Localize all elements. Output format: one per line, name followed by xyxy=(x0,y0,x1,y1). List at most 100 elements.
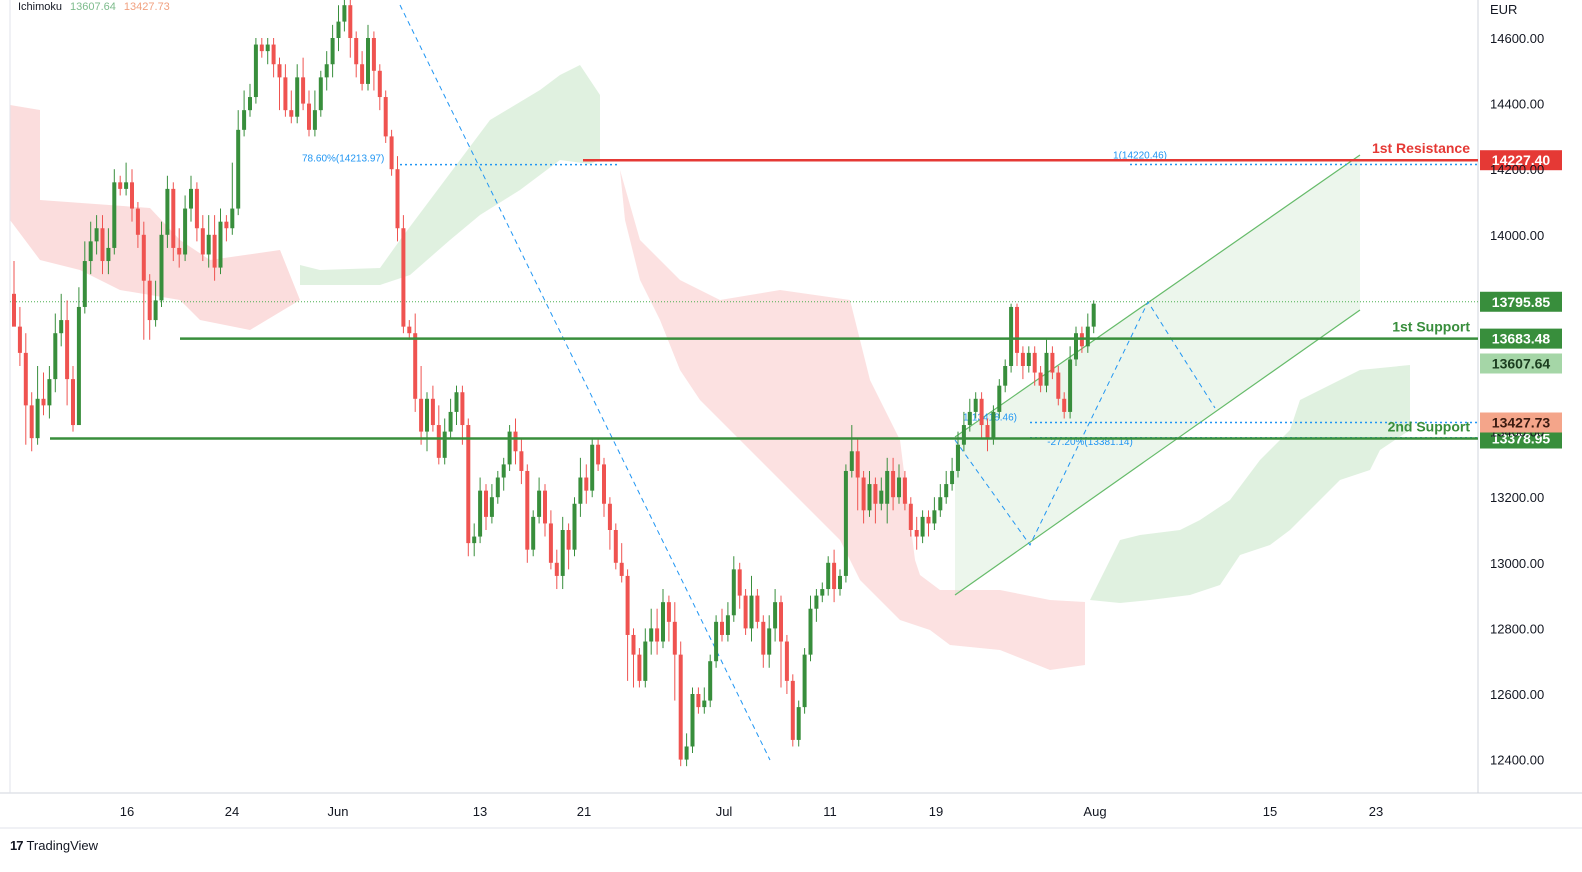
price-tick-label: 14200.00 xyxy=(1490,162,1544,177)
candle-body xyxy=(460,392,465,426)
candle-body xyxy=(35,398,40,439)
price-tag xyxy=(1480,412,1562,433)
level-label: 1st Resistance xyxy=(1372,140,1470,156)
candle-body xyxy=(1085,326,1090,347)
candle-body xyxy=(301,77,306,104)
support-resistance-levels[interactable]: 1st Resistance 14227.40 1st Support 13683.4… xyxy=(50,140,1562,449)
fib-label: 1(14220.46) xyxy=(1113,150,1167,161)
candle-body xyxy=(690,694,695,747)
candle-body xyxy=(625,575,630,635)
candle-body xyxy=(548,523,553,563)
candle-body xyxy=(159,234,164,301)
candle-body xyxy=(649,628,654,642)
candle-body xyxy=(23,352,28,406)
candle-body xyxy=(177,247,182,255)
candle-body xyxy=(950,470,955,485)
candle-body xyxy=(242,110,247,130)
time-tick-label: Jul xyxy=(716,804,733,819)
candle-body xyxy=(47,379,52,406)
candle-body xyxy=(230,208,235,229)
candle-body xyxy=(578,477,583,504)
level-price-tag xyxy=(1480,150,1562,171)
price-tick-label: 13000.00 xyxy=(1490,556,1544,571)
candle-body xyxy=(926,516,931,524)
candle-body xyxy=(826,562,831,590)
candle-body xyxy=(678,654,683,760)
candle-body xyxy=(873,484,878,504)
candle-body xyxy=(696,694,701,708)
price-tag-text: 13795.85 xyxy=(1492,294,1551,310)
level-label: 2nd Support xyxy=(1388,419,1471,435)
fib-label: 1(13418.46) xyxy=(963,413,1017,424)
candle-body xyxy=(631,634,636,655)
candle-body xyxy=(885,470,890,504)
tradingview-brand[interactable]: 17 TradingView xyxy=(10,838,98,853)
candle-body xyxy=(118,182,123,189)
candle-body xyxy=(194,188,199,229)
candle-body xyxy=(130,182,134,209)
candle-body xyxy=(407,326,412,334)
level-price-tag xyxy=(1480,428,1562,449)
fibonacci-projections[interactable]: 78.60%(14213.97) 1(14220.46) 1(13418.46) -2… xyxy=(10,4,1478,761)
time-axis[interactable]: 16 24 Jun 13 21 Jul 11 19 Aug 15 23 xyxy=(120,804,1383,819)
price-axis[interactable]: 14600.0014400.0014200.0014000.0013800.00… xyxy=(1490,31,1544,768)
candle-body xyxy=(336,21,341,38)
candle-body xyxy=(277,64,282,78)
bearish-cloud-1 xyxy=(10,105,300,330)
candle-body xyxy=(141,234,146,281)
candle-body xyxy=(383,97,388,137)
candle-body xyxy=(324,64,329,78)
time-tick-label: 13 xyxy=(473,804,487,819)
candle-body xyxy=(88,241,93,262)
candle-body xyxy=(838,575,842,590)
candle-body xyxy=(472,536,477,544)
candle-body xyxy=(495,477,500,498)
candle-body xyxy=(478,490,483,537)
candle-body xyxy=(684,746,689,760)
candle-body xyxy=(29,405,34,439)
candle-body xyxy=(371,38,376,71)
candle-body xyxy=(100,228,105,262)
bearish-cloud-2 xyxy=(620,170,1085,670)
candle-body xyxy=(442,431,447,458)
candle-body xyxy=(183,208,188,255)
candle-body xyxy=(17,326,22,353)
candle-body xyxy=(419,398,424,432)
level-price-text: 13378.95 xyxy=(1492,431,1551,447)
candle-body xyxy=(59,320,64,334)
indicator-name: Ichimoku xyxy=(18,1,63,13)
candle-body xyxy=(602,464,606,504)
candle-body xyxy=(708,661,713,701)
candle-body xyxy=(944,484,949,498)
candle-body xyxy=(1009,306,1014,366)
fib-label: -27.20%(13381.14) xyxy=(1047,437,1133,448)
candle-body xyxy=(997,385,1002,412)
candle-body xyxy=(366,38,370,84)
candle-body xyxy=(466,425,471,544)
candle-body xyxy=(814,595,819,609)
candle-body xyxy=(702,700,707,708)
ascending-channel[interactable] xyxy=(954,154,1361,596)
candle-body xyxy=(820,589,825,596)
candle-body xyxy=(330,38,335,65)
candle-body xyxy=(218,221,223,268)
ichimoku-legend[interactable]: Ichimoku 13607.64 13427.73 xyxy=(18,1,170,13)
candle-body xyxy=(94,228,99,242)
level-price-text: 14227.40 xyxy=(1492,152,1551,168)
candle-body xyxy=(914,530,919,537)
candle-body xyxy=(637,654,642,681)
candle-body xyxy=(1003,366,1008,386)
candle-body xyxy=(212,234,217,268)
chart-frame xyxy=(0,0,1582,829)
candle-body xyxy=(891,470,896,498)
candle-body xyxy=(401,228,406,327)
candle-body xyxy=(661,602,665,642)
level-price-tag xyxy=(1480,328,1562,349)
ichimoku-cloud xyxy=(10,65,1410,670)
candle-body xyxy=(1032,352,1037,373)
candle-body xyxy=(731,569,736,616)
candle-body xyxy=(147,280,152,321)
candle-body xyxy=(360,64,365,84)
candle-body xyxy=(283,77,288,111)
